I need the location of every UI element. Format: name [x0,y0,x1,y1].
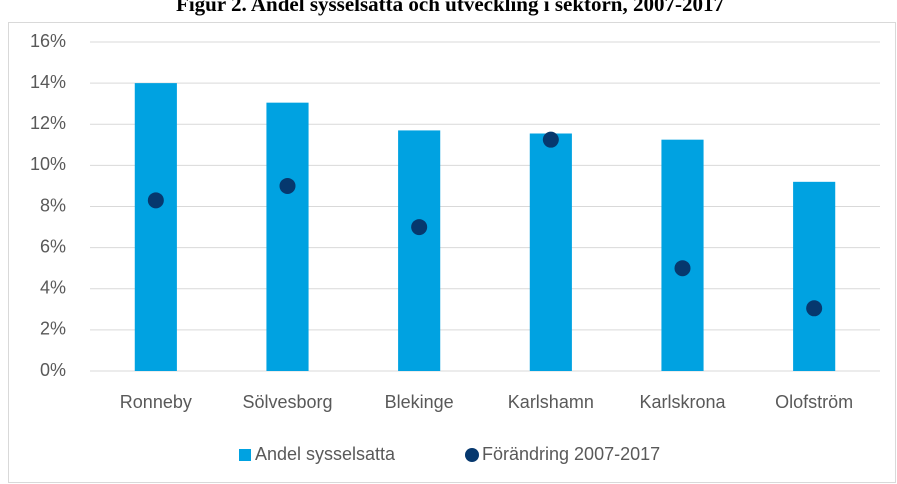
dot [542,131,559,148]
bar [266,102,309,372]
chart-title: Figur 2. Andel sysselsatta och utvecklin… [176,0,724,16]
legend-swatch [465,448,479,462]
legend-label: Förändring 2007-2017 [482,444,660,464]
bar [529,133,572,371]
y-tick-label: 8% [40,195,66,215]
bar [661,139,704,371]
bar [793,181,836,371]
y-tick-label: 10% [30,154,66,174]
x-tick-label: Ronneby [120,392,192,412]
x-tick-label: Blekinge [385,392,454,412]
y-tick-label: 2% [40,319,66,339]
legend-label: Andel sysselsatta [255,444,396,464]
bar [134,83,177,371]
x-tick-label: Olofström [775,392,853,412]
y-tick-label: 14% [30,72,66,92]
y-tick-label: 6% [40,236,66,256]
legend-swatch [239,449,251,461]
y-tick-label: 12% [30,113,66,133]
y-tick-label: 0% [40,360,66,380]
dot [147,192,164,209]
dot [806,300,823,317]
x-tick-label: Karlskrona [639,392,726,412]
dot [279,177,296,194]
x-tick-label: Sölvesborg [242,392,332,412]
dot [411,219,428,236]
y-tick-label: 4% [40,278,66,298]
x-tick-label: Karlshamn [508,392,594,412]
y-tick-label: 16% [30,31,66,51]
bar [398,130,441,371]
dot [674,260,691,277]
